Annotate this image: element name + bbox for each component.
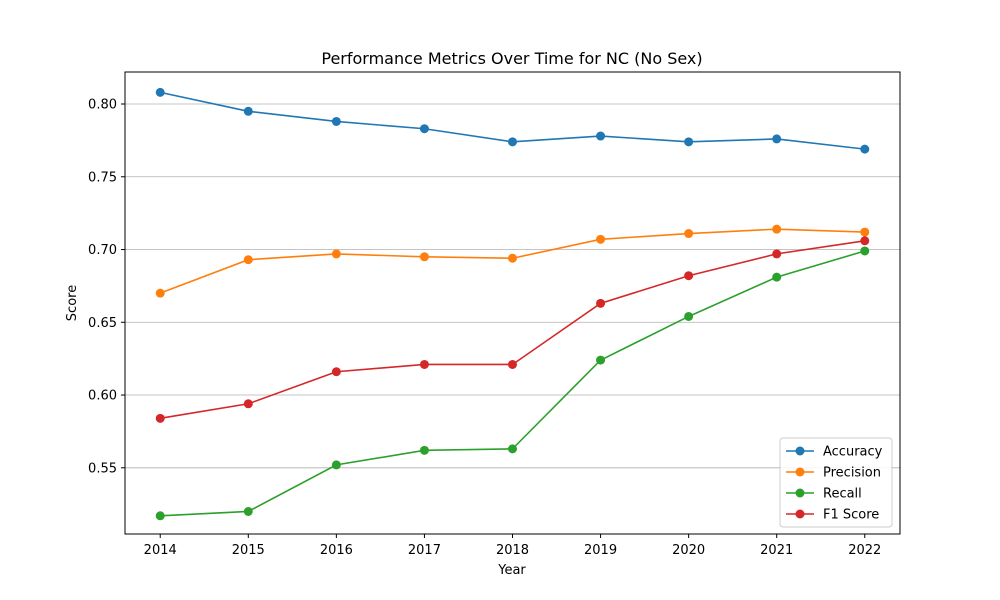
data-point bbox=[860, 227, 870, 237]
series-f1-score bbox=[155, 236, 870, 423]
data-point bbox=[331, 367, 341, 377]
data-point bbox=[596, 234, 606, 244]
y-tick-label: 0.55 bbox=[88, 461, 117, 476]
series-accuracy bbox=[155, 87, 870, 154]
y-tick-label: 0.80 bbox=[88, 98, 117, 113]
legend-entry: Precision bbox=[786, 466, 881, 481]
legend-label: Recall bbox=[823, 487, 862, 502]
legend-marker bbox=[795, 488, 805, 498]
legend-box bbox=[779, 437, 893, 528]
legend-label: Precision bbox=[823, 466, 881, 481]
x-tick-label: 2020 bbox=[672, 543, 705, 558]
y-tick-label: 0.65 bbox=[88, 316, 117, 331]
data-point bbox=[155, 511, 165, 521]
data-point bbox=[155, 413, 165, 423]
data-point bbox=[243, 399, 253, 409]
data-point bbox=[243, 255, 253, 265]
legend: Accuracy Precision Recall F1 Score bbox=[779, 437, 893, 528]
legend-entry: F1 Score bbox=[786, 508, 879, 523]
data-point bbox=[508, 253, 517, 263]
series-precision bbox=[155, 224, 870, 298]
data-point bbox=[331, 460, 341, 470]
series-recall bbox=[155, 246, 870, 521]
data-point bbox=[596, 355, 606, 365]
data-point bbox=[508, 137, 517, 147]
data-point bbox=[772, 272, 782, 282]
x-tick-label: 2019 bbox=[584, 543, 617, 558]
x-axis: 2014 2015 2016 2017 2018 2019 2020 2021 2022 bbox=[144, 534, 881, 558]
data-point bbox=[243, 106, 253, 116]
x-tick-label: 2021 bbox=[760, 543, 793, 558]
data-point bbox=[684, 311, 694, 321]
legend-entry: Accuracy bbox=[786, 445, 883, 460]
chart-title: Performance Metrics Over Time for NC (No… bbox=[321, 49, 702, 68]
y-tick-label: 0.70 bbox=[88, 243, 117, 258]
x-axis-title: Year bbox=[497, 563, 526, 578]
data-point bbox=[419, 359, 429, 369]
series-layer bbox=[155, 87, 870, 521]
data-point bbox=[860, 246, 870, 256]
y-axis: 0.55 0.60 0.65 0.70 0.75 0.80 bbox=[88, 98, 125, 476]
legend-marker bbox=[795, 467, 805, 477]
data-point bbox=[772, 134, 782, 144]
data-point bbox=[860, 144, 870, 154]
data-point bbox=[772, 249, 782, 259]
data-point bbox=[596, 298, 606, 308]
data-point bbox=[684, 229, 694, 239]
data-point bbox=[684, 137, 694, 147]
data-point bbox=[419, 445, 429, 455]
data-point bbox=[508, 444, 517, 454]
y-tick-label: 0.60 bbox=[88, 389, 117, 404]
data-point bbox=[155, 87, 165, 97]
x-tick-label: 2022 bbox=[848, 543, 881, 558]
data-point bbox=[596, 131, 606, 141]
y-axis-title: Score bbox=[65, 285, 80, 321]
legend-marker bbox=[795, 446, 805, 456]
y-tick-label: 0.75 bbox=[88, 170, 117, 185]
legend-entry: Recall bbox=[786, 487, 862, 502]
data-point bbox=[155, 288, 165, 298]
data-point bbox=[684, 271, 694, 281]
data-point bbox=[508, 359, 517, 369]
data-point bbox=[331, 249, 341, 259]
data-point bbox=[419, 252, 429, 262]
data-point bbox=[772, 224, 782, 234]
legend-label: Accuracy bbox=[823, 445, 883, 460]
data-point bbox=[419, 124, 429, 134]
grid-lines bbox=[125, 103, 900, 469]
x-tick-label: 2014 bbox=[144, 543, 177, 558]
x-tick-label: 2015 bbox=[232, 543, 265, 558]
data-point bbox=[331, 116, 341, 126]
x-tick-label: 2018 bbox=[496, 543, 529, 558]
data-point bbox=[243, 506, 253, 516]
legend-label: F1 Score bbox=[823, 508, 879, 523]
legend-marker bbox=[795, 509, 805, 519]
x-tick-label: 2016 bbox=[320, 543, 353, 558]
data-point bbox=[860, 236, 870, 246]
x-tick-label: 2017 bbox=[408, 543, 441, 558]
